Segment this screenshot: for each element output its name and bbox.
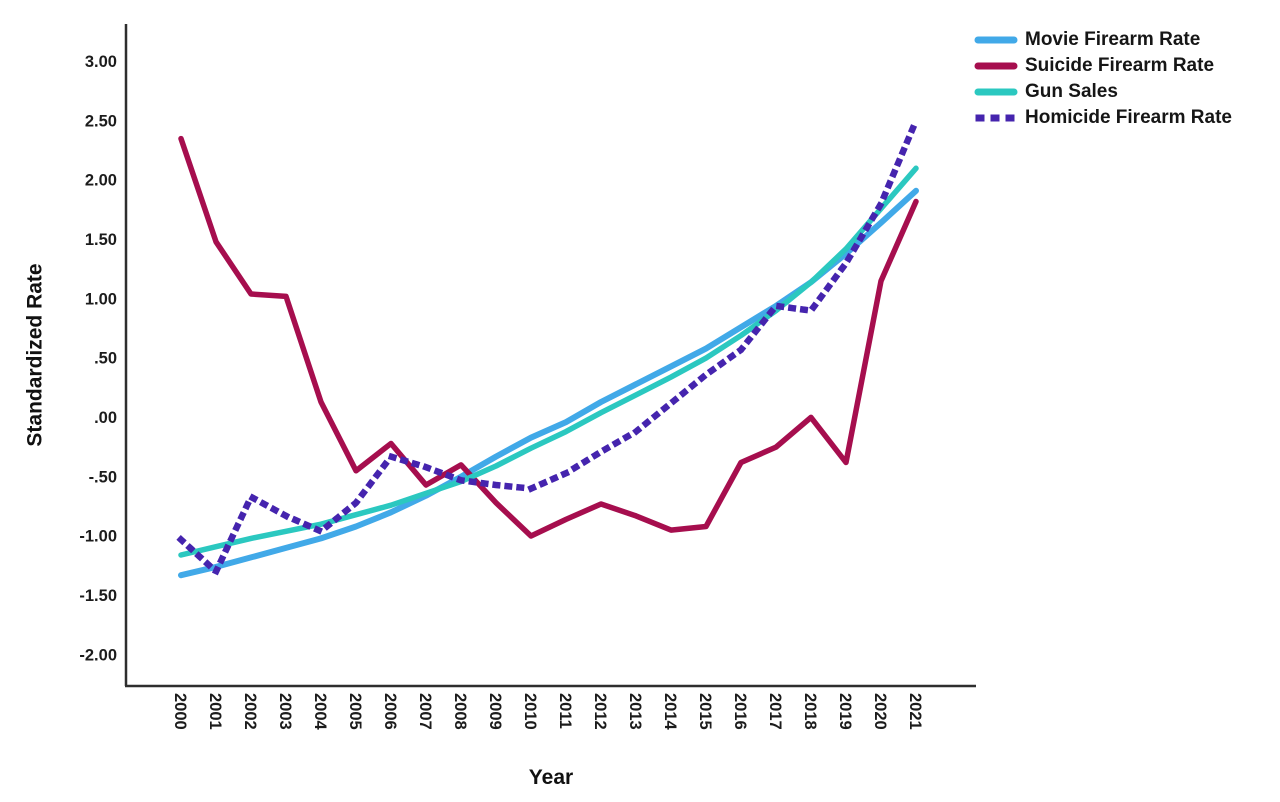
- data-series: [176, 116, 921, 579]
- x-tick-label: 2007: [416, 693, 434, 730]
- y-tick-label: .50: [94, 350, 117, 368]
- y-tick-label: 1.00: [85, 290, 117, 308]
- x-tick-label: 2002: [241, 693, 259, 730]
- series-line-movie-firearm-rate: [178, 187, 919, 579]
- x-tick-label: 2013: [626, 693, 644, 730]
- x-tick-label: 2019: [836, 693, 854, 730]
- legend-item-suicide-firearm-rate: Suicide Firearm Rate: [974, 53, 1232, 79]
- x-tick-label: 2006: [381, 693, 399, 730]
- series-line-gun-sales: [178, 165, 919, 558]
- legend: Movie Firearm Rate Suicide Firearm Rate Gu…: [974, 27, 1232, 131]
- y-tick-label: -2.00: [79, 646, 117, 664]
- x-axis-tick-labels: 2000 2001 2002 2003 2004 2005 2006 2007 2008 2009…: [171, 693, 924, 731]
- y-axis-tick-labels: 3.00 2.50 2.00 1.50 1.00 .50 .00 -.50 -1.00 -1.50…: [79, 53, 117, 664]
- x-tick-label: 2018: [801, 693, 819, 730]
- y-tick-label: -1.50: [79, 587, 117, 605]
- x-tick-label: 2020: [871, 693, 889, 730]
- legend-swatch-movie-firearm-rate: [974, 36, 1018, 44]
- y-tick-label: 3.00: [85, 53, 117, 71]
- legend-label: Movie Firearm Rate: [1025, 29, 1201, 50]
- x-tick-label: 2004: [311, 693, 329, 731]
- x-tick-label: 2000: [171, 693, 189, 730]
- y-tick-label: 1.50: [85, 231, 117, 249]
- y-tick-label: .00: [94, 409, 117, 427]
- x-tick-label: 2009: [486, 693, 504, 730]
- legend-label: Homicide Firearm Rate: [1025, 107, 1232, 128]
- y-tick-label: 2.50: [85, 112, 117, 130]
- legend-label: Suicide Firearm Rate: [1025, 55, 1215, 76]
- legend-item-gun-sales: Gun Sales: [974, 79, 1232, 105]
- x-tick-label: 2001: [206, 693, 224, 730]
- x-tick-label: 2016: [731, 693, 749, 730]
- y-tick-label: 2.00: [85, 172, 117, 190]
- legend-item-homicide-firearm-rate: Homicide Firearm Rate: [974, 105, 1232, 131]
- legend-swatch-suicide-firearm-rate: [974, 62, 1018, 70]
- x-tick-label: 2008: [451, 693, 469, 730]
- x-axis-title: Year: [529, 766, 573, 789]
- x-tick-label: 2010: [521, 693, 539, 730]
- series-line-suicide-firearm-rate: [178, 135, 919, 539]
- legend-swatch-homicide-firearm-rate: [975, 114, 1018, 122]
- legend-swatch-gun-sales: [974, 88, 1018, 96]
- x-tick-label: 2012: [591, 693, 609, 730]
- x-tick-label: 2021: [906, 693, 924, 730]
- x-tick-label: 2015: [696, 693, 714, 730]
- x-tick-label: 2005: [346, 693, 364, 730]
- y-tick-label: -.50: [89, 468, 117, 486]
- x-tick-label: 2003: [276, 693, 294, 730]
- y-tick-label: -1.00: [79, 528, 117, 546]
- series-line-homicide-firearm-rate: [176, 116, 921, 575]
- x-tick-label: 2017: [766, 693, 784, 730]
- x-tick-label: 2011: [556, 693, 574, 729]
- legend-label: Gun Sales: [1025, 81, 1118, 102]
- y-axis-title: Standardized Rate: [23, 263, 46, 446]
- x-tick-label: 2014: [661, 693, 679, 731]
- legend-item-movie-firearm-rate: Movie Firearm Rate: [974, 27, 1232, 53]
